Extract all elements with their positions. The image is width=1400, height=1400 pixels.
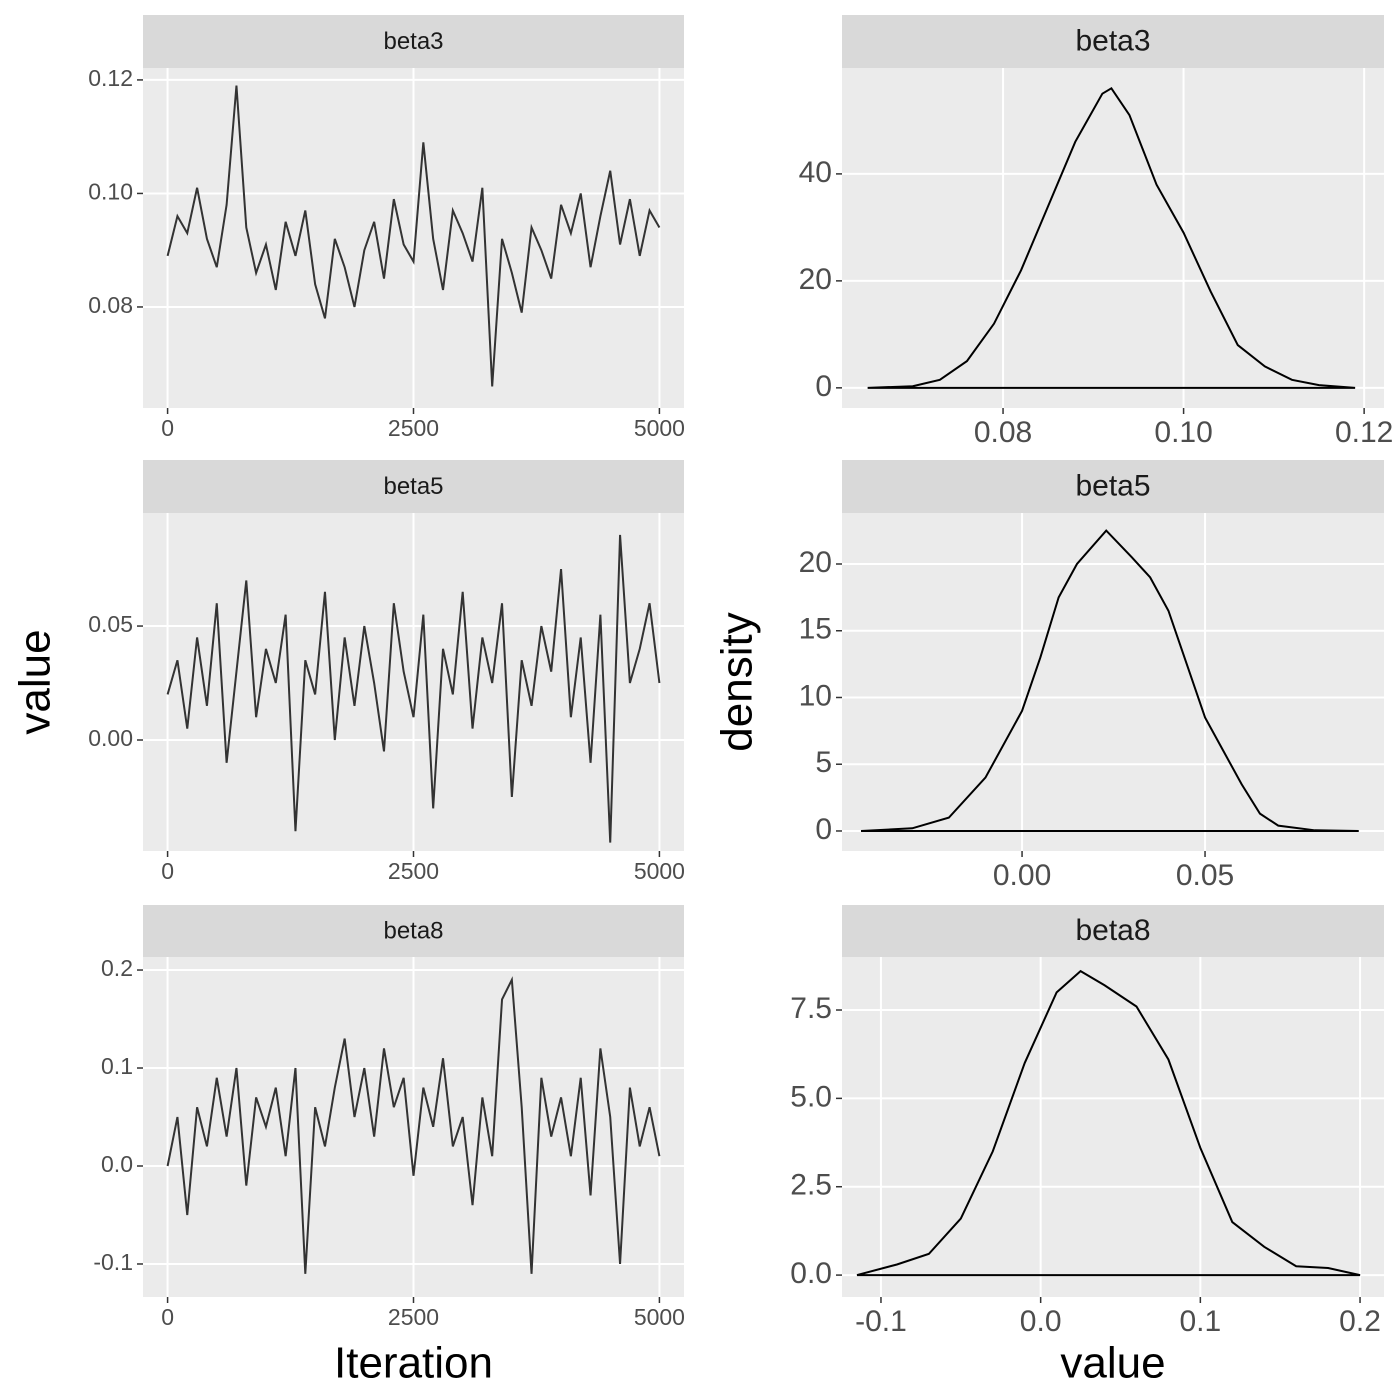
strip-label: beta3: [383, 28, 443, 55]
y-tick-label: 0.12: [88, 65, 133, 91]
strip-label: beta5: [383, 473, 443, 500]
trace-line: [166, 534, 661, 843]
y-tick-label: 0.0: [101, 1151, 133, 1177]
x-axis-title: Iteration: [334, 1339, 493, 1388]
y-tick-label: 0.2: [101, 955, 133, 981]
y-tick-label: 0.1: [101, 1053, 133, 1079]
strip: [143, 905, 684, 957]
y-tick-label: 40: [799, 156, 832, 189]
y-tick-label: 20: [799, 263, 832, 296]
strip: [842, 905, 1384, 957]
x-axis-title: value: [1060, 1339, 1165, 1388]
y-tick-label: 10: [799, 679, 832, 712]
trace-line: [166, 85, 661, 387]
density-curve: [860, 529, 1359, 832]
y-tick-label: 20: [799, 546, 832, 579]
x-tick-label: 2500: [388, 415, 439, 441]
panel-background: [842, 957, 1384, 1297]
strip-label: beta5: [1075, 469, 1150, 502]
x-tick-label: 0: [161, 858, 174, 884]
x-tick-label: 5000: [634, 858, 685, 884]
strip: [143, 15, 684, 68]
y-tick-label: 0.05: [88, 611, 133, 637]
density-curve: [856, 969, 1361, 1277]
y-axis-title: value: [11, 629, 60, 734]
x-tick-label: 5000: [634, 1304, 685, 1330]
x-tick-label: 0.0: [1020, 1305, 1062, 1338]
strip: [842, 460, 1384, 513]
y-tick-label: 2.5: [790, 1169, 832, 1202]
y-tick-label: 15: [799, 613, 832, 646]
strip-label: beta8: [383, 917, 443, 944]
x-tick-label: 0.2: [1339, 1305, 1381, 1338]
y-tick-label: 5.0: [790, 1080, 832, 1113]
x-tick-label: 0.00: [993, 859, 1051, 892]
x-tick-label: -0.1: [855, 1305, 907, 1338]
strip-label: beta8: [1075, 914, 1150, 947]
panel-background: [842, 513, 1384, 851]
strip: [842, 15, 1384, 68]
x-tick-label: 2500: [388, 1304, 439, 1330]
x-tick-label: 0.10: [1154, 416, 1212, 449]
density-curve: [867, 86, 1356, 389]
y-tick-label: 0.00: [88, 725, 133, 751]
panel-background: [842, 68, 1384, 408]
y-axis-title: density: [713, 612, 762, 751]
x-tick-label: 5000: [634, 415, 685, 441]
y-tick-label: -0.1: [93, 1249, 133, 1275]
strip-label: beta3: [1075, 24, 1150, 57]
x-tick-label: 0: [161, 415, 174, 441]
y-tick-label: 0.08: [88, 292, 133, 318]
x-tick-label: 0.12: [1335, 416, 1393, 449]
x-tick-label: 0.1: [1179, 1305, 1221, 1338]
x-tick-label: 0: [161, 1304, 174, 1330]
y-tick-label: 5: [815, 746, 832, 779]
x-tick-label: 2500: [388, 858, 439, 884]
x-tick-label: 0.08: [974, 416, 1032, 449]
y-tick-label: 0.10: [88, 179, 133, 205]
x-tick-label: 0.05: [1176, 859, 1234, 892]
y-tick-label: 0.0: [790, 1257, 832, 1290]
y-tick-label: 7.5: [790, 992, 832, 1025]
trace-line: [166, 976, 661, 1274]
y-tick-label: 0: [815, 813, 832, 846]
y-tick-label: 0: [815, 370, 832, 403]
strip: [143, 460, 684, 513]
